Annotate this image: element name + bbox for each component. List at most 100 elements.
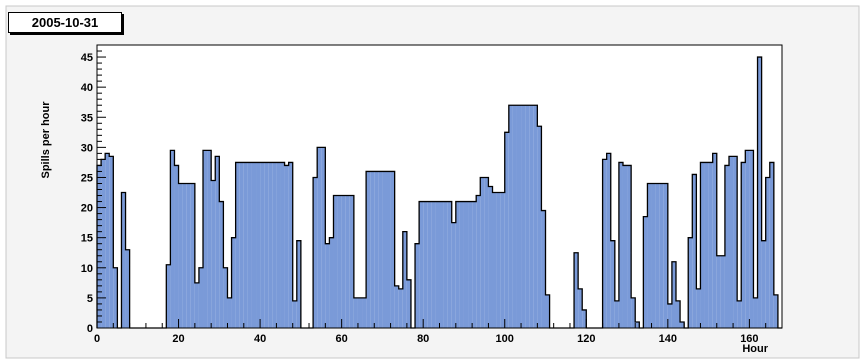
histogram-bar xyxy=(247,162,252,328)
histogram-bar xyxy=(765,177,770,328)
histogram-bar xyxy=(647,183,652,328)
histogram-bar xyxy=(663,183,668,328)
histogram-bar xyxy=(724,165,729,328)
histogram-bar xyxy=(292,300,297,328)
histogram-bar xyxy=(284,165,289,328)
histogram-bar xyxy=(516,105,522,328)
histogram-bar xyxy=(288,162,293,328)
histogram-bar xyxy=(207,150,212,328)
histogram-bar xyxy=(525,105,530,328)
histogram-bar xyxy=(696,288,701,328)
histogram-bar xyxy=(773,294,778,328)
histogram-bar xyxy=(651,183,656,328)
histogram-bar xyxy=(541,210,546,328)
histogram-bar xyxy=(227,297,232,328)
histogram-bar xyxy=(194,282,199,328)
histogram-bar xyxy=(105,153,110,328)
histogram-bar xyxy=(757,57,762,329)
histogram-bar xyxy=(574,252,579,328)
histogram-bar xyxy=(671,261,676,328)
histogram-bar xyxy=(618,162,623,328)
x-tick-label: 0 xyxy=(94,333,100,345)
x-tick-label: 60 xyxy=(336,333,348,345)
x-tick-label: 100 xyxy=(496,333,514,345)
bars-group xyxy=(97,57,778,329)
histogram-bar xyxy=(635,321,640,328)
histogram-bar xyxy=(667,303,672,328)
histogram-bar xyxy=(480,177,485,328)
histogram-bar xyxy=(745,150,750,328)
x-tick-label: 120 xyxy=(577,333,595,345)
histogram-bar xyxy=(109,156,114,328)
y-tick-label: 20 xyxy=(81,203,93,215)
histogram-bar xyxy=(390,171,395,328)
histogram-bar xyxy=(370,171,375,328)
histogram-bar xyxy=(451,222,456,328)
histogram-bar xyxy=(643,216,648,328)
histogram-bar xyxy=(325,243,330,328)
histogram-bar xyxy=(761,240,766,328)
histogram-bar xyxy=(235,162,240,328)
x-tick-label: 160 xyxy=(740,333,758,345)
histogram-bar xyxy=(439,201,444,328)
histogram-bar xyxy=(533,105,538,328)
histogram-bar xyxy=(463,201,469,328)
histogram-bar xyxy=(121,192,126,328)
histogram-bar xyxy=(174,165,179,328)
histogram-bar xyxy=(264,162,269,328)
histogram-bar xyxy=(545,294,550,328)
histogram-bar xyxy=(447,201,452,328)
histogram-outline-group xyxy=(96,56,782,329)
y-tick-label: 5 xyxy=(87,293,93,305)
histogram-bar xyxy=(243,162,248,328)
histogram-bar xyxy=(178,183,183,328)
y-tick-label: 40 xyxy=(81,82,93,94)
histogram-bar xyxy=(101,159,106,328)
histogram-bar xyxy=(627,165,632,328)
histogram-bar xyxy=(606,153,611,328)
histogram-bar xyxy=(504,132,509,328)
histogram-bar xyxy=(415,243,420,328)
histogram-bar xyxy=(333,195,338,328)
histogram-bar xyxy=(659,183,664,328)
histogram-bar xyxy=(769,162,774,328)
histogram-bar xyxy=(186,183,191,328)
histogram-bar xyxy=(578,288,583,328)
chart-title: 2005-10-31 xyxy=(8,12,122,33)
y-tick-label: 35 xyxy=(81,112,93,124)
histogram-bar xyxy=(272,162,277,328)
histogram-bar xyxy=(125,249,130,328)
histogram-bar xyxy=(484,177,489,328)
histogram-bar xyxy=(280,162,285,328)
histogram-bar xyxy=(614,300,619,328)
histogram-bar xyxy=(337,195,342,328)
x-tick-label: 140 xyxy=(659,333,677,345)
histogram-bar xyxy=(423,201,428,328)
histogram-bar xyxy=(374,171,379,328)
histogram-bar xyxy=(378,171,383,328)
histogram-bar xyxy=(728,156,734,328)
histogram-bar xyxy=(492,192,497,328)
histogram-bar xyxy=(692,174,697,328)
histogram-bar xyxy=(296,240,301,328)
histogram-bar xyxy=(198,267,204,328)
histogram-bar xyxy=(512,105,517,328)
histogram-bar xyxy=(476,195,481,328)
histogram-bar xyxy=(317,147,322,328)
histogram-bar xyxy=(166,264,171,328)
histogram-bar xyxy=(700,162,705,328)
histogram-bar xyxy=(521,105,526,328)
histogram-bar xyxy=(720,255,725,328)
histogram-bar xyxy=(741,162,746,328)
histogram-bar xyxy=(362,297,367,328)
histogram-bar xyxy=(582,309,587,328)
histogram-bar xyxy=(382,171,387,328)
histogram-bar xyxy=(431,201,436,328)
histogram-bar xyxy=(97,165,102,328)
histogram-bar xyxy=(537,126,542,328)
histogram-bar xyxy=(239,162,244,328)
histogram-outline xyxy=(96,56,782,329)
histogram-bar xyxy=(704,162,709,328)
histogram-bar xyxy=(459,201,464,328)
